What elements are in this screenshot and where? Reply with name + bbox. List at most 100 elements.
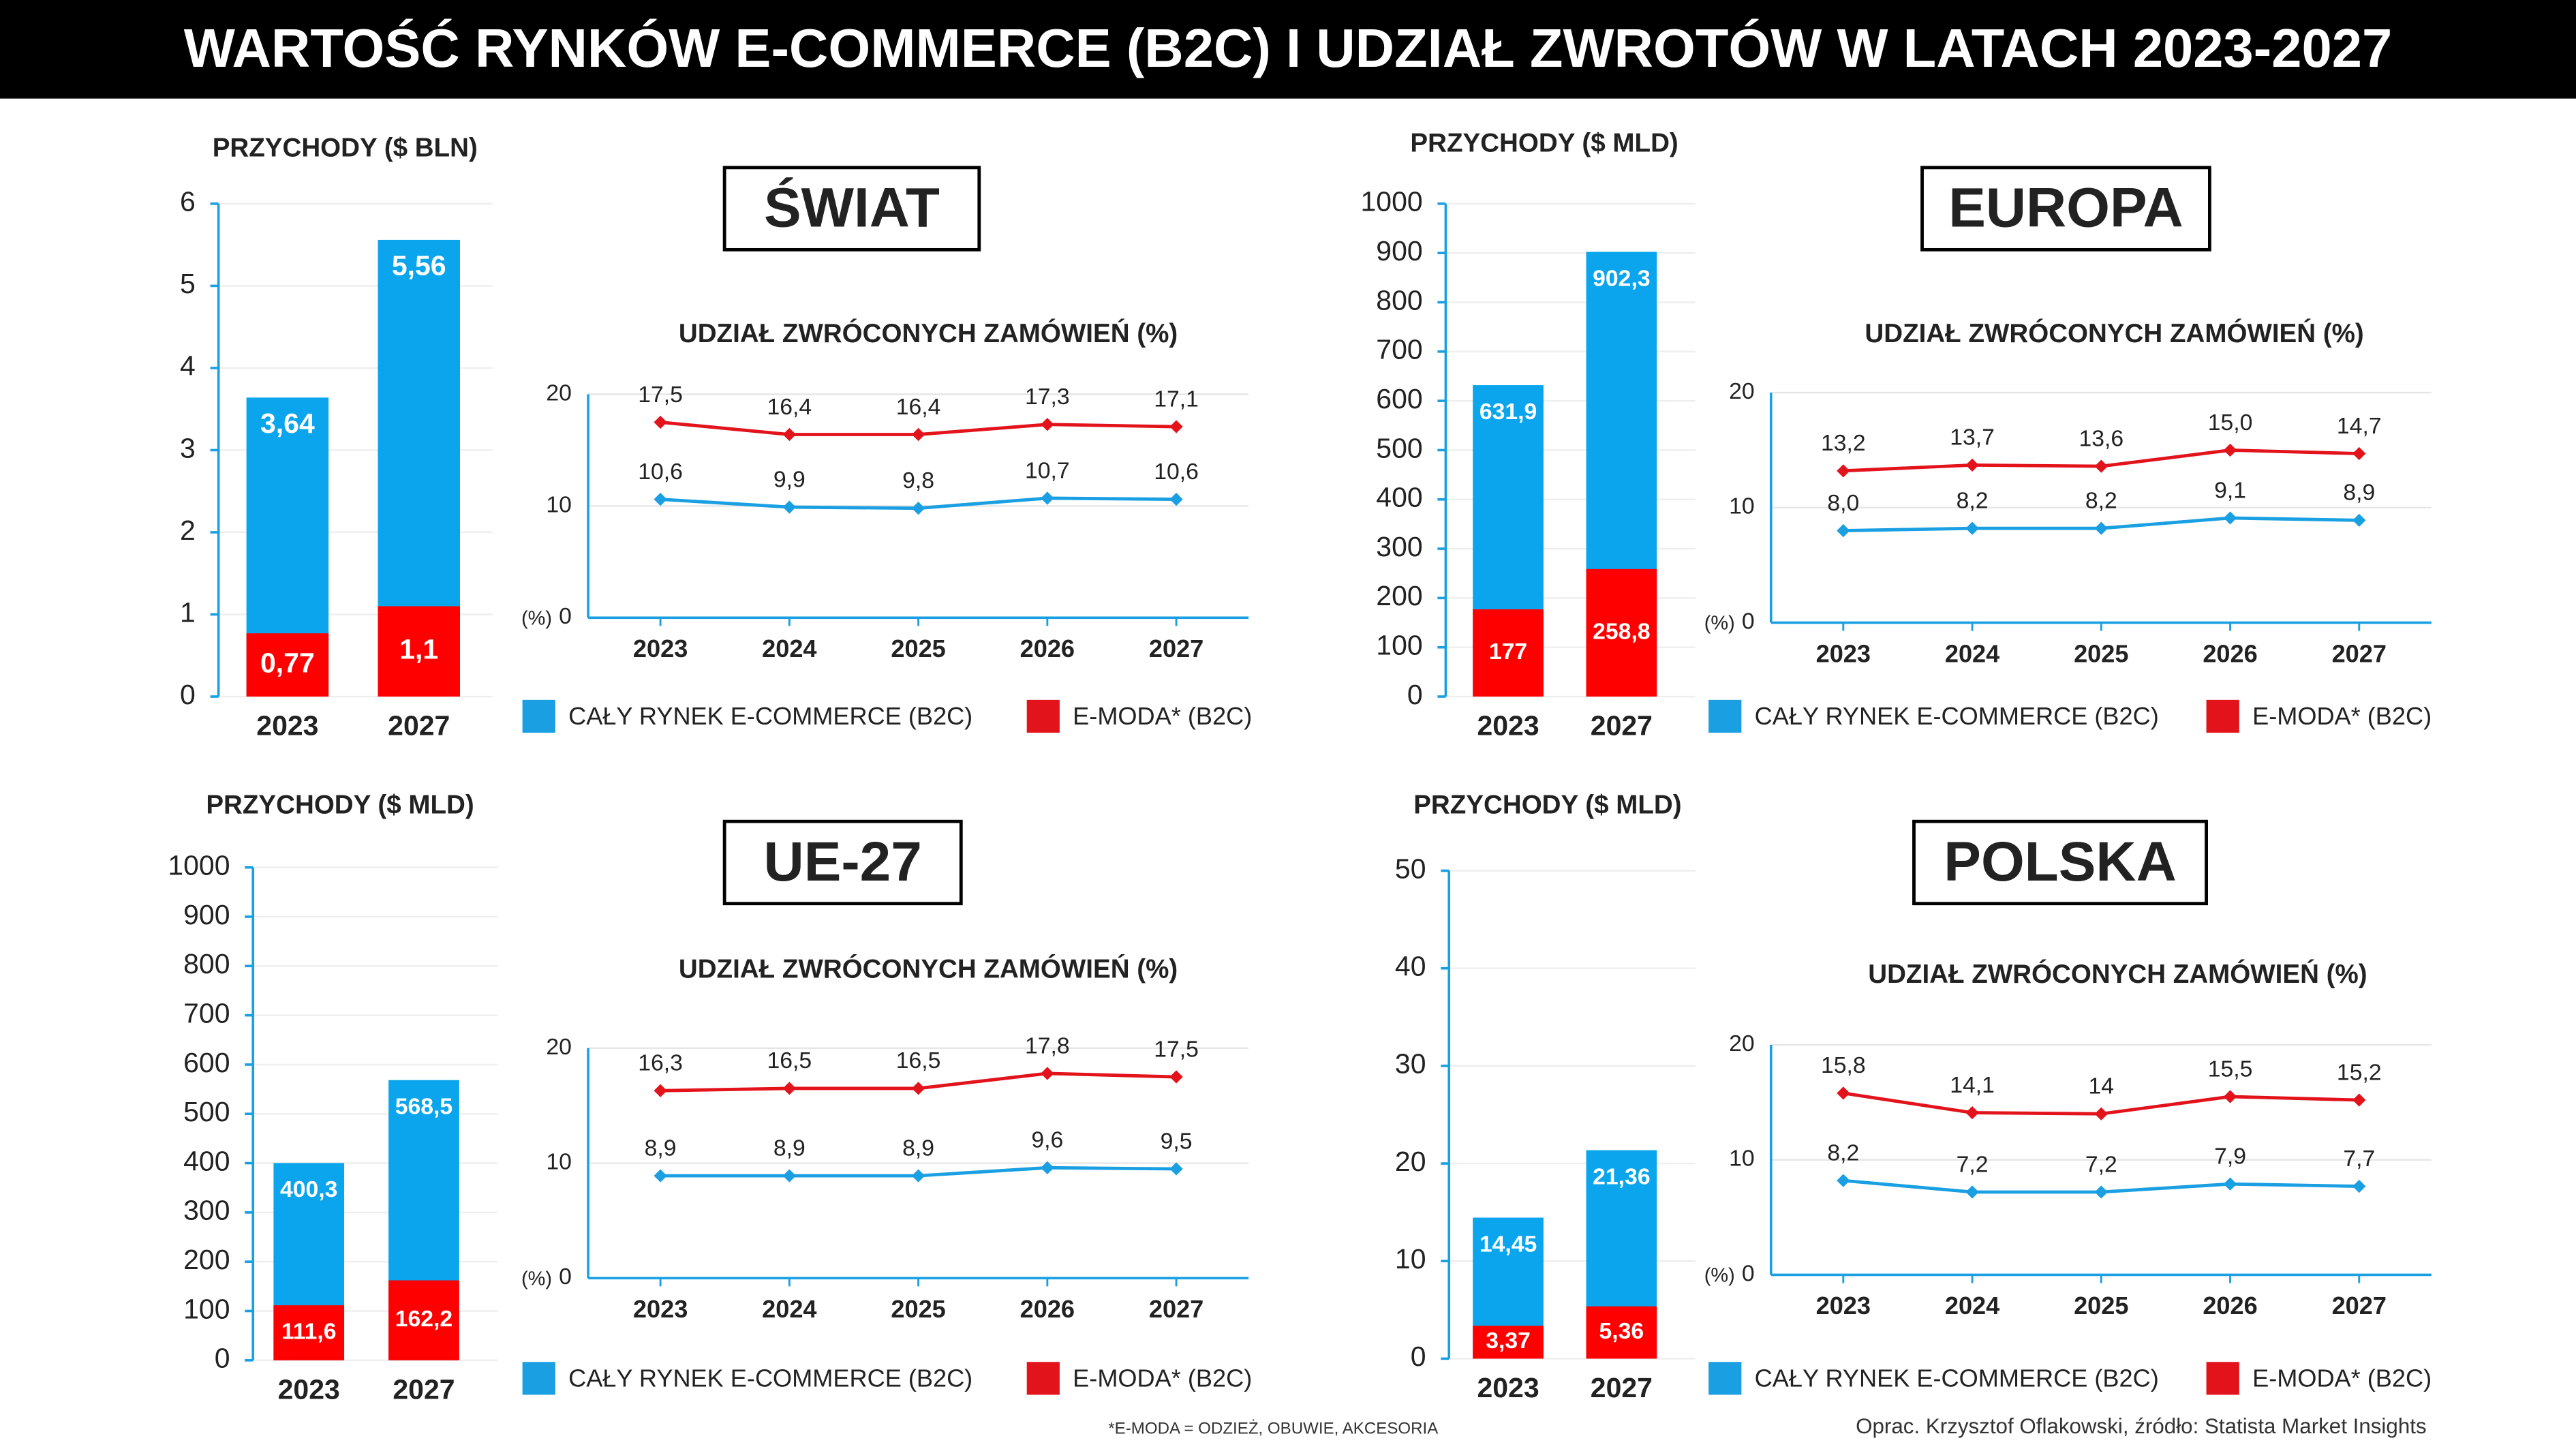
y-tick-label: 50 xyxy=(1395,853,1426,884)
bar-value-label: 0,77 xyxy=(260,647,315,678)
y-tick-label: 5 xyxy=(180,268,196,299)
y-tick-label: 0 xyxy=(559,1264,572,1290)
x-tick-label: 2023 xyxy=(256,710,318,742)
x-tick-label: 2023 xyxy=(633,1295,688,1323)
y-tick-label: 0 xyxy=(1407,679,1423,710)
panel-title-box xyxy=(1912,819,2208,906)
footnote: *E-MODA = ODZIEŻ, OBUWIE, AKCESORIA xyxy=(1108,1419,1439,1437)
y-tick-label: 10 xyxy=(546,1148,572,1174)
x-tick-label: 2026 xyxy=(1020,635,1075,662)
x-tick-label: 2025 xyxy=(2074,1292,2128,1320)
point-marker xyxy=(911,427,925,442)
x-tick-label: 2027 xyxy=(2332,639,2387,667)
point-value-label: 15,0 xyxy=(2208,410,2253,436)
y-tick-label: 10 xyxy=(1729,493,1755,519)
bar-value-label: 631,9 xyxy=(1479,399,1537,425)
point-marker xyxy=(1169,420,1183,433)
y-unit-label: (%) xyxy=(521,607,552,629)
point-value-label: 16,4 xyxy=(767,394,812,420)
x-tick-label: 2027 xyxy=(2332,1292,2387,1320)
point-value-label: 9,9 xyxy=(773,466,806,492)
x-tick-label: 2023 xyxy=(1477,1372,1539,1403)
bar-value-label: 258,8 xyxy=(1593,618,1650,644)
legend-swatch xyxy=(1708,699,1742,733)
point-value-label: 16,3 xyxy=(638,1050,683,1076)
y-unit-label: (%) xyxy=(521,1268,552,1290)
x-tick-label: 2023 xyxy=(278,1373,340,1405)
point-marker xyxy=(2094,1185,2108,1199)
y-tick-label: 20 xyxy=(546,1034,572,1060)
point-value-label: 8,9 xyxy=(645,1135,677,1161)
point-value-label: 7,2 xyxy=(1957,1151,1989,1177)
y-tick-label: 0 xyxy=(215,1343,230,1374)
point-value-label: 16,5 xyxy=(896,1048,941,1073)
legend-swatch xyxy=(2206,699,2239,733)
bar xyxy=(378,606,460,697)
bar-value-label: 162,2 xyxy=(395,1306,453,1332)
y-axis-label: PRZYCHODY ($ MLD) xyxy=(1413,791,1681,820)
x-tick-label: 2024 xyxy=(1945,1292,1999,1320)
point-marker xyxy=(2094,521,2108,535)
bar xyxy=(1473,609,1544,697)
panel-title-box xyxy=(722,166,981,251)
y-tick-label: 0 xyxy=(1742,1260,1755,1286)
point-value-label: 8,9 xyxy=(773,1135,806,1161)
bar xyxy=(1586,1306,1657,1359)
point-marker xyxy=(1041,491,1054,505)
y-axis-label: PRZYCHODY ($ MLD) xyxy=(206,791,474,820)
point-marker xyxy=(1041,1067,1054,1080)
y-tick-label: 6 xyxy=(180,186,196,217)
x-tick-label: 2026 xyxy=(1020,1295,1075,1323)
legend-swatch xyxy=(2206,1362,2239,1395)
bar-value-label: 5,56 xyxy=(392,250,446,281)
y-tick-label: 100 xyxy=(183,1293,230,1324)
legend-label: E-MODA* (B2C) xyxy=(2252,702,2432,730)
bar-value-label: 3,37 xyxy=(1486,1328,1531,1354)
bar xyxy=(1473,1326,1544,1359)
legend-label: CAŁY RYNEK E-COMMERCE (B2C) xyxy=(1755,702,2159,730)
x-tick-label: 2024 xyxy=(762,1295,816,1323)
y-tick-label: 2 xyxy=(180,515,196,546)
title-bar xyxy=(0,0,2576,99)
y-tick-label: 20 xyxy=(546,380,572,406)
y-tick-label: 40 xyxy=(1395,951,1426,982)
y-tick-label: 10 xyxy=(1729,1146,1755,1172)
y-tick-label: 1000 xyxy=(1361,186,1423,217)
point-marker xyxy=(2094,459,2108,473)
bar xyxy=(388,1280,459,1360)
point-value-label: 16,5 xyxy=(767,1048,812,1073)
point-value-label: 15,5 xyxy=(2208,1056,2253,1082)
y-tick-label: 800 xyxy=(183,948,230,979)
x-tick-label: 2027 xyxy=(1591,710,1653,742)
legend-label: CAŁY RYNEK E-COMMERCE (B2C) xyxy=(568,702,972,730)
chart-title: UDZIAŁ ZWRÓCONYCH ZAMÓWIEŃ (%) xyxy=(1868,959,2367,989)
point-marker xyxy=(1965,458,1979,472)
y-tick-label: 0 xyxy=(1742,608,1755,634)
point-value-label: 7,2 xyxy=(2085,1151,2117,1177)
y-axis-label: PRZYCHODY ($ BLN) xyxy=(213,134,478,163)
x-tick-label: 2025 xyxy=(891,635,945,662)
y-tick-label: 0 xyxy=(559,603,572,629)
y-tick-label: 20 xyxy=(1729,1031,1755,1056)
x-tick-label: 2023 xyxy=(633,635,688,662)
point-marker xyxy=(1837,523,1850,538)
legend-swatch xyxy=(1026,1362,1060,1395)
y-tick-label: 10 xyxy=(1395,1243,1426,1275)
point-value-label: 14,1 xyxy=(1950,1072,1995,1098)
bar-value-label: 1,1 xyxy=(399,634,438,665)
bar-value-label: 400,3 xyxy=(280,1176,337,1202)
point-marker xyxy=(2352,513,2366,528)
bar xyxy=(1586,568,1657,697)
panel-title-box xyxy=(1920,166,2211,251)
x-tick-label: 2024 xyxy=(1945,639,1999,667)
point-marker xyxy=(2223,443,2237,457)
x-tick-label: 2027 xyxy=(1591,1372,1653,1403)
y-tick-label: 3 xyxy=(180,432,196,463)
point-value-label: 13,7 xyxy=(1950,425,1995,451)
y-tick-label: 0 xyxy=(1411,1341,1426,1372)
y-tick-label: 4 xyxy=(180,350,196,382)
x-tick-label: 2027 xyxy=(393,1373,455,1405)
bar xyxy=(246,633,329,697)
point-marker xyxy=(654,415,667,429)
